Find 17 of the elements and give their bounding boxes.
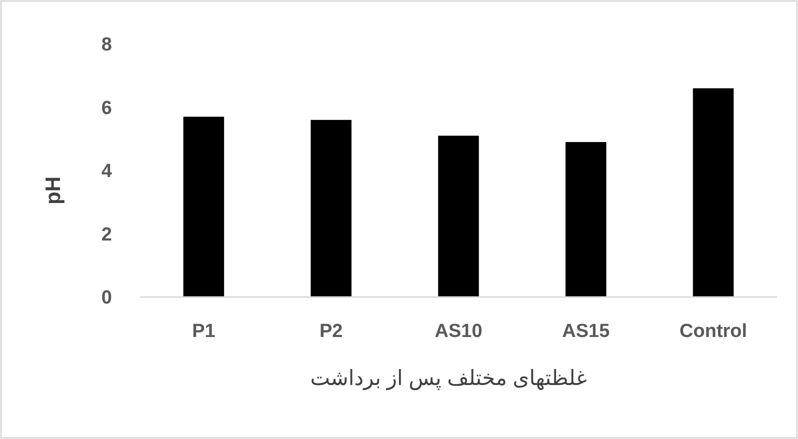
- bar: [183, 116, 224, 297]
- x-axis-title: غلظتهای مختلف پس از برداشت: [310, 367, 587, 391]
- bar: [438, 136, 479, 297]
- y-tick-label: 4: [101, 161, 112, 182]
- x-tick-label: AS10: [434, 321, 482, 342]
- y-tick-label: 8: [101, 34, 112, 56]
- y-axis-title: pH: [42, 176, 65, 204]
- y-tick-label: 6: [101, 98, 112, 119]
- x-tick-label: P1: [192, 321, 216, 342]
- bar: [692, 88, 734, 297]
- x-tick-label: AS15: [562, 321, 610, 342]
- bar: [566, 142, 606, 297]
- x-tick-label: P2: [319, 321, 343, 342]
- x-tick-label: Control: [680, 321, 748, 342]
- bar: [310, 120, 352, 297]
- y-tick-label: 2: [101, 224, 112, 246]
- y-tick-label: 0: [101, 288, 112, 309]
